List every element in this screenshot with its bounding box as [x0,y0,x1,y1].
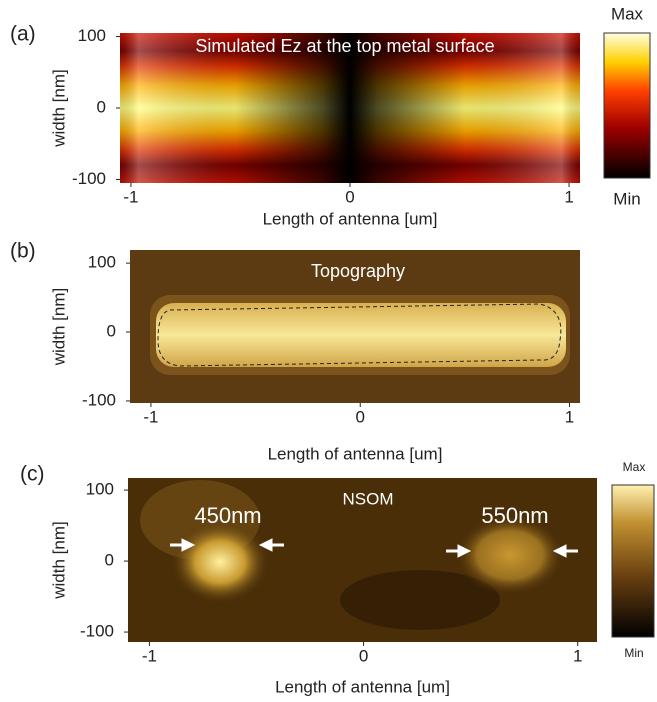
annotation: 550nm [481,503,548,528]
y-tick-label: -100 [82,390,116,409]
annotation: 450nm [194,503,261,528]
colorbar-label: Min [613,189,640,208]
y-axis-label: width [nm] [49,69,68,147]
x-tick-label: 1 [573,646,582,665]
x-tick-label: -1 [142,646,157,665]
x-tick-label: 0 [355,407,364,426]
y-axis-label: width [nm] [49,288,68,366]
y-tick-label: -100 [80,622,114,641]
y-tick-label: 0 [105,551,114,570]
colorbar-label: Min [624,646,643,660]
y-tick-label: 100 [88,253,116,272]
x-axis-label: Length of antenna [um] [268,444,443,463]
x-tick-label: -1 [143,407,158,426]
y-tick-label: -100 [72,169,106,188]
y-axis-label: width [nm] [49,521,68,599]
figure: (a)-101-1000100Length of antenna [um]wid… [0,0,657,702]
panel-label: (b) [10,240,36,263]
x-tick-label: 1 [564,187,573,206]
x-tick-label: 0 [359,646,368,665]
y-tick-label: 0 [97,97,106,116]
y-tick-label: 0 [107,321,116,340]
colorbar-label: Max [623,460,646,474]
annotation: NSOM [343,489,394,508]
panel-label: (c) [20,463,45,486]
x-tick-label: -1 [123,187,138,206]
x-tick-label: 0 [345,187,354,206]
annotation: Simulated Ez at the top metal surface [195,36,494,56]
y-tick-label: 100 [78,26,106,45]
x-axis-label: Length of antenna [um] [263,209,438,228]
panel-label: (a) [10,23,36,46]
annotation: Topography [311,261,405,281]
y-tick-label: 100 [86,480,114,499]
x-tick-label: 1 [565,407,574,426]
colorbar-label: Max [611,4,644,23]
x-axis-label: Length of antenna [um] [275,677,450,696]
